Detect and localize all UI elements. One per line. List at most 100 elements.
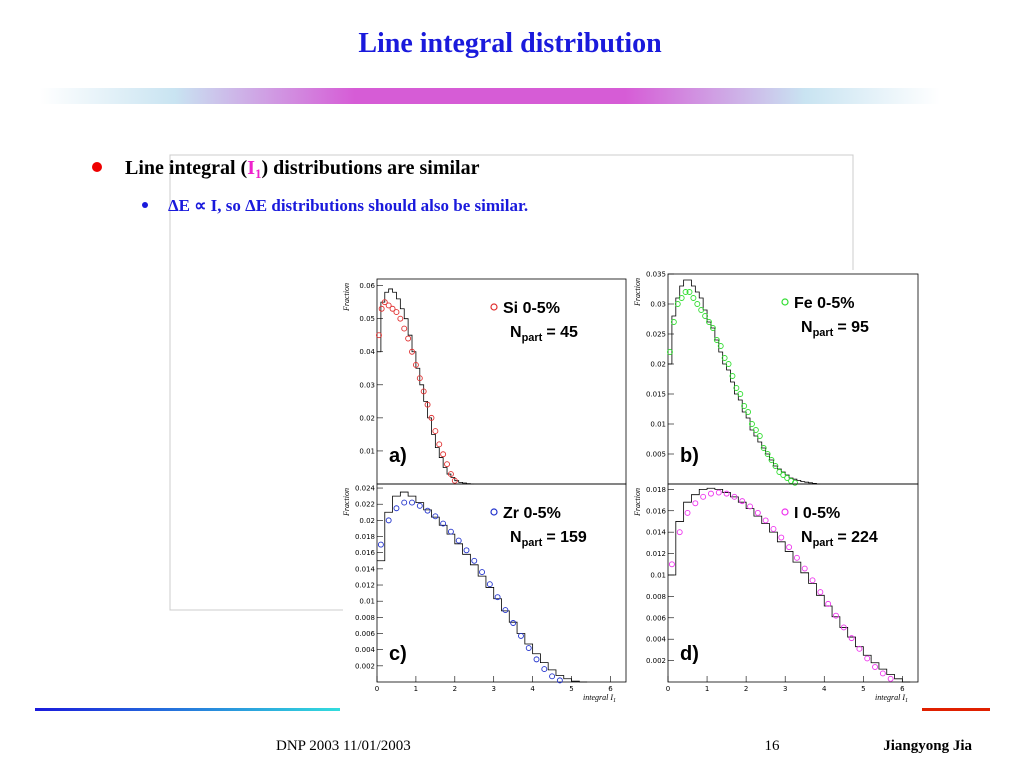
text: = 224 — [837, 529, 878, 546]
y-tick-label: 0.005 — [646, 451, 666, 459]
y-tick-label: 0.002 — [355, 662, 375, 670]
y-tick-label: 0.03 — [359, 381, 375, 389]
data-point — [502, 607, 509, 614]
data-point — [768, 457, 775, 463]
legend-label: Si 0-5% — [503, 300, 560, 317]
x-tick-label: 4 — [530, 685, 535, 693]
data-point — [479, 569, 485, 576]
data-point — [749, 421, 755, 427]
x-tick-label: 5 — [861, 685, 865, 693]
legend-marker — [490, 508, 498, 516]
data-point — [817, 589, 824, 596]
y-axis-label: Fraction — [342, 283, 351, 312]
bullet-dot — [92, 162, 102, 172]
data-point — [745, 409, 752, 415]
data-point — [525, 645, 532, 652]
data-point — [872, 664, 878, 670]
y-axis-label: Fraction — [633, 278, 642, 307]
y-tick-label: 0.006 — [646, 614, 667, 622]
legend-label: I 0-5% — [794, 505, 840, 522]
legend-marker — [781, 298, 789, 306]
data-point — [393, 505, 400, 512]
title-stripe — [40, 88, 940, 104]
data-point — [432, 513, 439, 520]
npart-label: Npart = 224 — [801, 529, 878, 549]
data-point — [700, 493, 707, 500]
histogram-line — [668, 487, 911, 683]
data-point — [486, 581, 493, 588]
footer-line — [35, 708, 340, 711]
panel-tag: b) — [680, 445, 699, 467]
y-tick-label: 0.016 — [355, 549, 376, 557]
data-point — [848, 635, 855, 642]
data-point — [731, 493, 738, 500]
data-point — [440, 520, 447, 527]
data-point — [416, 375, 423, 382]
y-axis-label: Fraction — [342, 488, 351, 517]
y-tick-label: 0.02 — [359, 517, 375, 525]
x-tick-label: 3 — [783, 685, 787, 693]
y-tick-label: 0.016 — [646, 507, 667, 515]
x-tick-label: 1 — [705, 685, 709, 693]
y-tick-label: 0.008 — [355, 614, 375, 622]
data-point — [801, 565, 808, 572]
data-point — [717, 343, 724, 349]
panel-tag: c) — [389, 643, 407, 665]
data-point — [401, 325, 408, 332]
data-point — [780, 472, 787, 478]
x-tick-label: 0 — [666, 685, 670, 693]
charts: 0.01 0.02 0.03 0.04 0.05 0.06 Fraction Si 0-5% N… — [342, 271, 919, 704]
figure-bg — [343, 270, 921, 708]
data-point — [776, 469, 783, 475]
data-point — [541, 666, 548, 673]
chart: 0.002 0.004 0.006 0.008 0.01 0.012 0.014 0.016 0… — [633, 483, 919, 704]
y-tick-label: 0.018 — [355, 533, 375, 541]
y-axis-label: Fraction — [633, 488, 642, 517]
chart: 0.002 0.004 0.006 0.008 0.01 0.012 0.014 0.016 0… — [342, 483, 627, 704]
data-point — [667, 349, 673, 355]
data-point — [686, 289, 693, 295]
text: part — [522, 537, 543, 549]
page-number: 16 — [765, 738, 781, 754]
text: Line integral ( — [125, 157, 248, 179]
x-tick-label: 3 — [491, 685, 495, 693]
y-tick-label: 0.035 — [646, 271, 666, 279]
data-point — [447, 528, 454, 535]
histogram-line — [668, 279, 821, 485]
sub-bullet-dot — [142, 202, 148, 208]
y-tick-label: 0.002 — [646, 657, 666, 665]
plot-frame — [667, 483, 919, 683]
data-point — [864, 655, 871, 662]
histogram-line — [377, 288, 475, 485]
data-point — [741, 403, 748, 409]
text: part — [522, 332, 543, 344]
npart-label: Npart = 95 — [801, 319, 869, 339]
y-tick-label: 0.006 — [355, 630, 376, 638]
legend-label: Zr 0-5% — [503, 505, 561, 522]
data-point — [385, 302, 392, 309]
data-point — [385, 517, 392, 524]
data-point — [708, 490, 714, 497]
data-point — [739, 498, 746, 505]
x-tick-label: 2 — [744, 685, 748, 693]
data-point — [393, 309, 400, 316]
data-point — [405, 335, 412, 342]
data-point — [756, 433, 763, 439]
text: 1 — [255, 166, 262, 181]
y-tick-label: 0.014 — [646, 529, 667, 537]
data-point — [702, 313, 709, 319]
text: N — [510, 324, 522, 341]
data-point — [709, 325, 716, 331]
data-point — [698, 307, 705, 313]
x-tick-label: 5 — [569, 685, 573, 693]
y-tick-label: 0.004 — [355, 646, 376, 654]
data-point — [556, 677, 563, 684]
y-tick-label: 0.01 — [359, 598, 375, 606]
text: N — [510, 529, 522, 546]
data-point — [389, 305, 396, 312]
data-point — [494, 594, 501, 601]
y-tick-label: 0.02 — [359, 414, 375, 422]
data-point — [676, 529, 683, 536]
data-point — [721, 355, 728, 361]
